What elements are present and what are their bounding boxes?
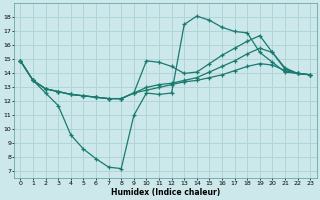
X-axis label: Humidex (Indice chaleur): Humidex (Indice chaleur) xyxy=(111,188,220,197)
